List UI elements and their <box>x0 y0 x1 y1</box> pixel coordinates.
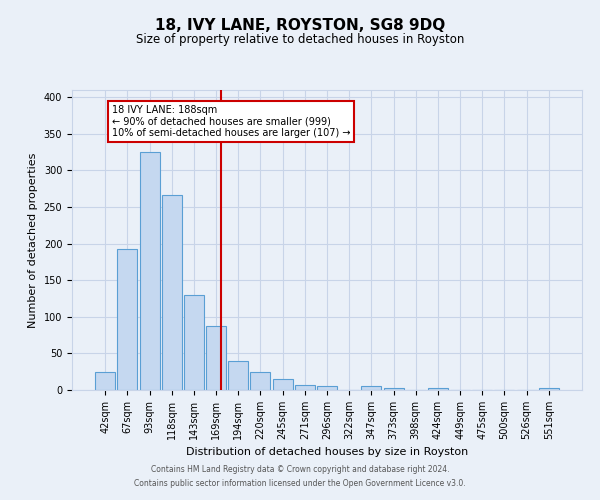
Text: Size of property relative to detached houses in Royston: Size of property relative to detached ho… <box>136 32 464 46</box>
Bar <box>206 326 226 390</box>
Bar <box>95 372 115 390</box>
Bar <box>118 249 137 390</box>
Bar <box>184 295 204 390</box>
Bar <box>317 386 337 390</box>
Bar <box>383 388 404 390</box>
Y-axis label: Number of detached properties: Number of detached properties <box>28 152 38 328</box>
Bar <box>539 388 559 390</box>
Bar <box>428 388 448 390</box>
Bar <box>162 196 182 390</box>
X-axis label: Distribution of detached houses by size in Royston: Distribution of detached houses by size … <box>186 448 468 458</box>
Bar <box>250 372 271 390</box>
Bar <box>140 152 160 390</box>
Bar <box>272 379 293 390</box>
Bar <box>295 385 315 390</box>
Bar <box>361 386 382 390</box>
Text: 18, IVY LANE, ROYSTON, SG8 9DQ: 18, IVY LANE, ROYSTON, SG8 9DQ <box>155 18 445 32</box>
Text: 18 IVY LANE: 188sqm
← 90% of detached houses are smaller (999)
10% of semi-detac: 18 IVY LANE: 188sqm ← 90% of detached ho… <box>112 104 350 138</box>
Text: Contains HM Land Registry data © Crown copyright and database right 2024.
Contai: Contains HM Land Registry data © Crown c… <box>134 466 466 487</box>
Bar <box>228 362 248 390</box>
